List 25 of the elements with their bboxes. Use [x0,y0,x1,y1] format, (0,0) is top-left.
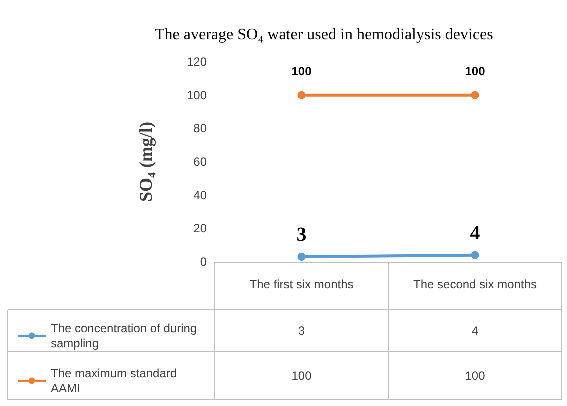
x-tick-label: The second six months [414,278,537,292]
x-tick-label: The first six months [250,278,354,292]
text: 3 [296,224,307,246]
y-tick-label: 40 [194,188,208,202]
text: 100 [465,64,486,78]
legend-label: The maximum standard AAMI [51,366,180,396]
data-label: 100 [465,369,486,383]
y-tick-label: 100 [186,88,208,102]
y-tick-label: 20 [194,222,208,236]
text: 100 [292,64,312,78]
y-tick-label: 120 [186,55,208,69]
point [471,91,480,100]
y-tick-label: 60 [194,155,208,169]
y-axis-title: SO₄ (mg/l) [136,122,156,202]
y-tick-label: 80 [194,122,208,136]
y-tick-label: 0 [200,255,208,269]
data-label: 4 [472,324,479,338]
text: 4 [470,222,480,244]
point [298,91,306,100]
point [471,251,480,260]
point [298,253,306,261]
data-label: 3 [298,324,306,338]
data-label: 100 [292,369,312,383]
legend-label: The concentration of during sampling [51,322,200,350]
chart-title: The average SO₄ water used in hemodialysis devices [155,26,494,44]
